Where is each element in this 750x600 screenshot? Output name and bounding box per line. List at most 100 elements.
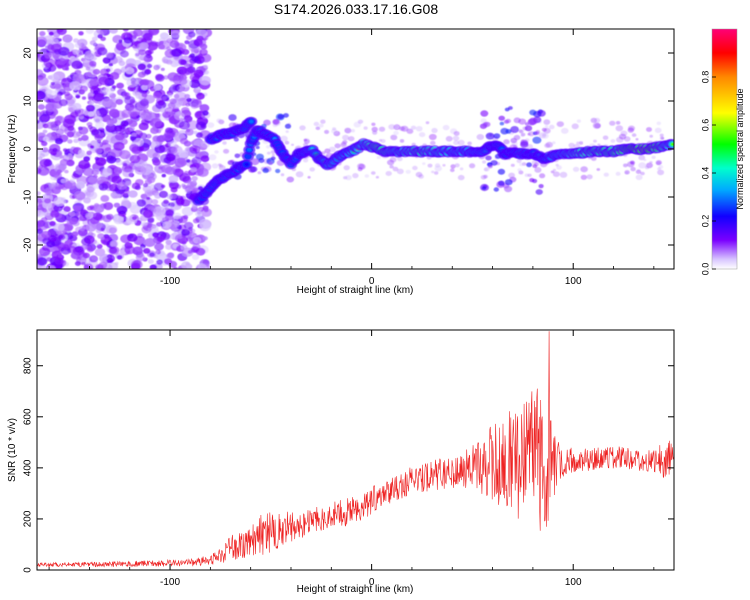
heatmap-cell	[170, 30, 181, 39]
heatmap-cell	[610, 139, 616, 143]
heatmap-cell	[603, 172, 609, 177]
heatmap-cell	[74, 191, 86, 201]
heatmap-cell	[245, 154, 251, 159]
heatmap-cell	[131, 132, 137, 137]
x-tick-label: -100	[160, 577, 180, 588]
heatmap-cell	[113, 202, 121, 208]
heatmap-cell	[203, 64, 208, 69]
heatmap-cell	[342, 134, 350, 141]
heatmap-cell	[498, 180, 505, 186]
heatmap-cell	[427, 163, 433, 168]
heatmap-cell	[145, 68, 151, 73]
heatmap-cell	[543, 119, 551, 125]
heatmap-cell	[89, 126, 98, 133]
heatmap-cell	[83, 167, 94, 177]
heatmap-cell	[70, 111, 79, 118]
heatmap-cell	[149, 117, 162, 128]
y-tick-label: -20	[23, 237, 34, 252]
heatmap-cell	[539, 173, 546, 179]
heatmap-cell	[90, 145, 95, 149]
heatmap-cell	[98, 101, 103, 106]
heatmap-cell	[493, 187, 499, 192]
heatmap-cell	[102, 98, 114, 108]
heatmap-cell	[105, 225, 118, 234]
heatmap-cell	[60, 178, 67, 184]
heatmap-cell	[164, 258, 172, 265]
heatmap-cell	[576, 141, 580, 145]
heatmap-cell	[123, 128, 128, 133]
heatmap-cell	[88, 176, 99, 185]
heatmap-cell	[272, 119, 280, 125]
heatmap-cell	[343, 165, 350, 171]
heatmap-cell	[194, 98, 202, 104]
heatmap-cell	[178, 58, 187, 66]
heatmap-cell	[255, 145, 260, 150]
heatmap-cell	[602, 135, 609, 140]
heatmap-cell	[193, 130, 198, 135]
heatmap-cell	[503, 119, 510, 124]
heatmap-cell	[135, 179, 144, 186]
colorbar-gradient	[712, 29, 737, 269]
heatmap-cell	[64, 36, 72, 43]
heatmap-cell	[56, 64, 63, 69]
heatmap-cell	[284, 140, 290, 145]
y-tick-label: -10	[23, 189, 34, 204]
heatmap-cell	[106, 119, 115, 126]
heatmap-cell	[119, 249, 126, 255]
heatmap-cell	[96, 244, 103, 249]
heatmap-cell	[609, 120, 616, 126]
y-tick-label: 10	[23, 95, 34, 107]
colorbar-frame	[711, 28, 738, 270]
heatmap-cell	[111, 85, 117, 89]
heatmap-cell	[192, 218, 200, 224]
heatmap-cell	[534, 131, 540, 136]
heatmap-cell	[95, 228, 102, 234]
heatmap-cell	[453, 131, 460, 136]
heatmap-cell	[91, 36, 98, 42]
heatmap-cell	[556, 165, 562, 170]
heatmap-cell	[615, 121, 621, 125]
heatmap-cell	[268, 161, 273, 166]
heatmap-cell	[222, 141, 227, 145]
heatmap-cell	[142, 183, 149, 188]
heatmap-cell	[102, 240, 107, 244]
heatmap-cell	[78, 31, 84, 36]
heatmap-cell	[556, 121, 564, 127]
heatmap-cell	[527, 173, 532, 177]
heatmap-cell	[46, 121, 55, 129]
heatmap-cell	[434, 165, 443, 172]
heatmap-cell	[529, 109, 537, 116]
heatmap-cell	[649, 161, 653, 164]
heatmap-cell	[128, 126, 135, 132]
y-tick-label: 800	[23, 357, 34, 374]
heatmap-cell	[88, 96, 95, 101]
heatmap-cell	[152, 159, 161, 166]
heatmap-cell	[87, 111, 95, 117]
heatmap-cell	[100, 236, 105, 240]
heatmap-cell	[328, 146, 336, 153]
heatmap-cell	[138, 122, 149, 131]
heatmap-cell	[75, 168, 83, 175]
heatmap-cell	[131, 216, 137, 221]
heatmap-cell	[108, 262, 119, 269]
heatmap-cell	[454, 163, 460, 168]
heatmap-cell	[412, 165, 418, 171]
heatmap-cell	[119, 150, 131, 160]
heatmap-cell	[37, 111, 42, 117]
heatmap-cell	[364, 174, 369, 178]
heatmap-cell	[388, 124, 396, 130]
heatmap-cell	[302, 158, 309, 163]
heatmap-cell	[89, 216, 100, 225]
heatmap-cell	[484, 166, 490, 172]
heatmap-cell	[164, 129, 176, 139]
heatmap-cell	[145, 53, 152, 59]
heatmap-cell	[378, 139, 383, 142]
heatmap-cell	[117, 182, 127, 190]
heatmap-cell	[106, 254, 113, 259]
heatmap-cell	[78, 126, 89, 135]
heatmap-cell	[324, 129, 330, 134]
heatmap-cell	[153, 92, 162, 99]
heatmap-cell	[126, 33, 133, 38]
heatmap-cell	[65, 98, 75, 107]
